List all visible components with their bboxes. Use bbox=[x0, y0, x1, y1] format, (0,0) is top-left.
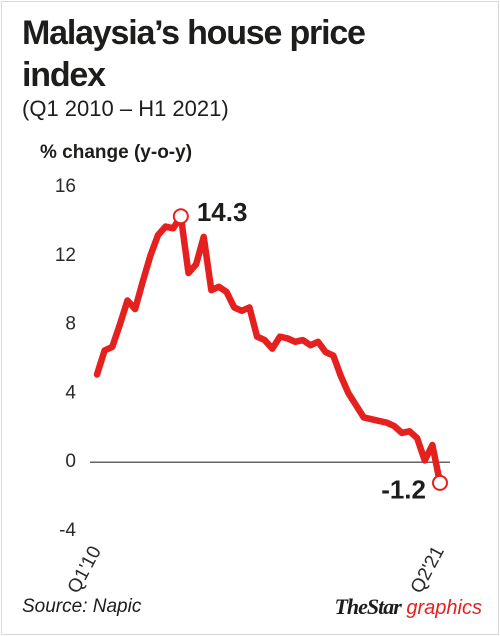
y-tick-label: 8 bbox=[65, 314, 76, 335]
x-tick-label: Q2'21 bbox=[407, 543, 449, 597]
source: Source: Napic bbox=[22, 596, 142, 617]
chart-title: Malaysia’s house price index bbox=[22, 14, 366, 94]
y-tick-label: -4 bbox=[59, 520, 76, 541]
brand: TheStar bbox=[334, 594, 401, 619]
data-line bbox=[93, 212, 444, 487]
data-label: 14.3 bbox=[197, 197, 248, 227]
y-tick-label: 0 bbox=[65, 451, 76, 472]
y-axis-label: % change (y-o-y) bbox=[40, 142, 193, 163]
chart-subtitle: (Q1 2010 – H1 2021) bbox=[22, 96, 229, 121]
credit: TheStar graphics bbox=[334, 594, 482, 620]
y-tick-label: 16 bbox=[55, 176, 76, 197]
highlight-marker bbox=[432, 474, 448, 491]
x-tick-label: Q1'10 bbox=[64, 543, 106, 597]
y-tick-label: 4 bbox=[65, 382, 76, 403]
y-tick-label: 12 bbox=[55, 245, 76, 266]
data-label: -1.2 bbox=[381, 475, 426, 505]
credit-text: graphics bbox=[406, 597, 482, 619]
highlight-marker bbox=[172, 208, 189, 225]
